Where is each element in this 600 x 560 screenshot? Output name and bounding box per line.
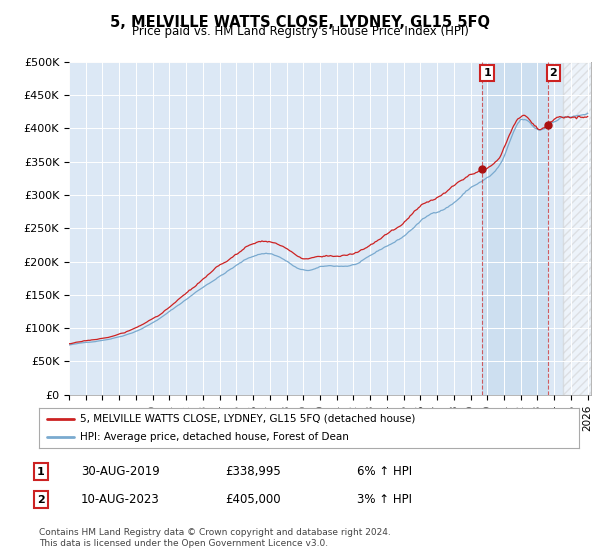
Text: £338,995: £338,995 (225, 465, 281, 478)
Text: Price paid vs. HM Land Registry's House Price Index (HPI): Price paid vs. HM Land Registry's House … (131, 25, 469, 38)
Text: £405,000: £405,000 (225, 493, 281, 506)
Text: 5, MELVILLE WATTS CLOSE, LYDNEY, GL15 5FQ: 5, MELVILLE WATTS CLOSE, LYDNEY, GL15 5F… (110, 15, 490, 30)
Text: 1: 1 (37, 466, 44, 477)
Text: 1: 1 (483, 68, 491, 78)
Text: 2: 2 (37, 494, 44, 505)
Text: 3% ↑ HPI: 3% ↑ HPI (357, 493, 412, 506)
Text: 2: 2 (550, 68, 557, 78)
Text: 5, MELVILLE WATTS CLOSE, LYDNEY, GL15 5FQ (detached house): 5, MELVILLE WATTS CLOSE, LYDNEY, GL15 5F… (79, 414, 415, 423)
Text: 30-AUG-2019: 30-AUG-2019 (81, 465, 160, 478)
Bar (482, 62, 548, 395)
Text: 6% ↑ HPI: 6% ↑ HPI (357, 465, 412, 478)
Text: HPI: Average price, detached house, Forest of Dean: HPI: Average price, detached house, Fore… (79, 432, 349, 442)
Text: 10-AUG-2023: 10-AUG-2023 (81, 493, 160, 506)
Text: Contains HM Land Registry data © Crown copyright and database right 2024.
This d: Contains HM Land Registry data © Crown c… (39, 528, 391, 548)
Bar (563, 62, 591, 395)
